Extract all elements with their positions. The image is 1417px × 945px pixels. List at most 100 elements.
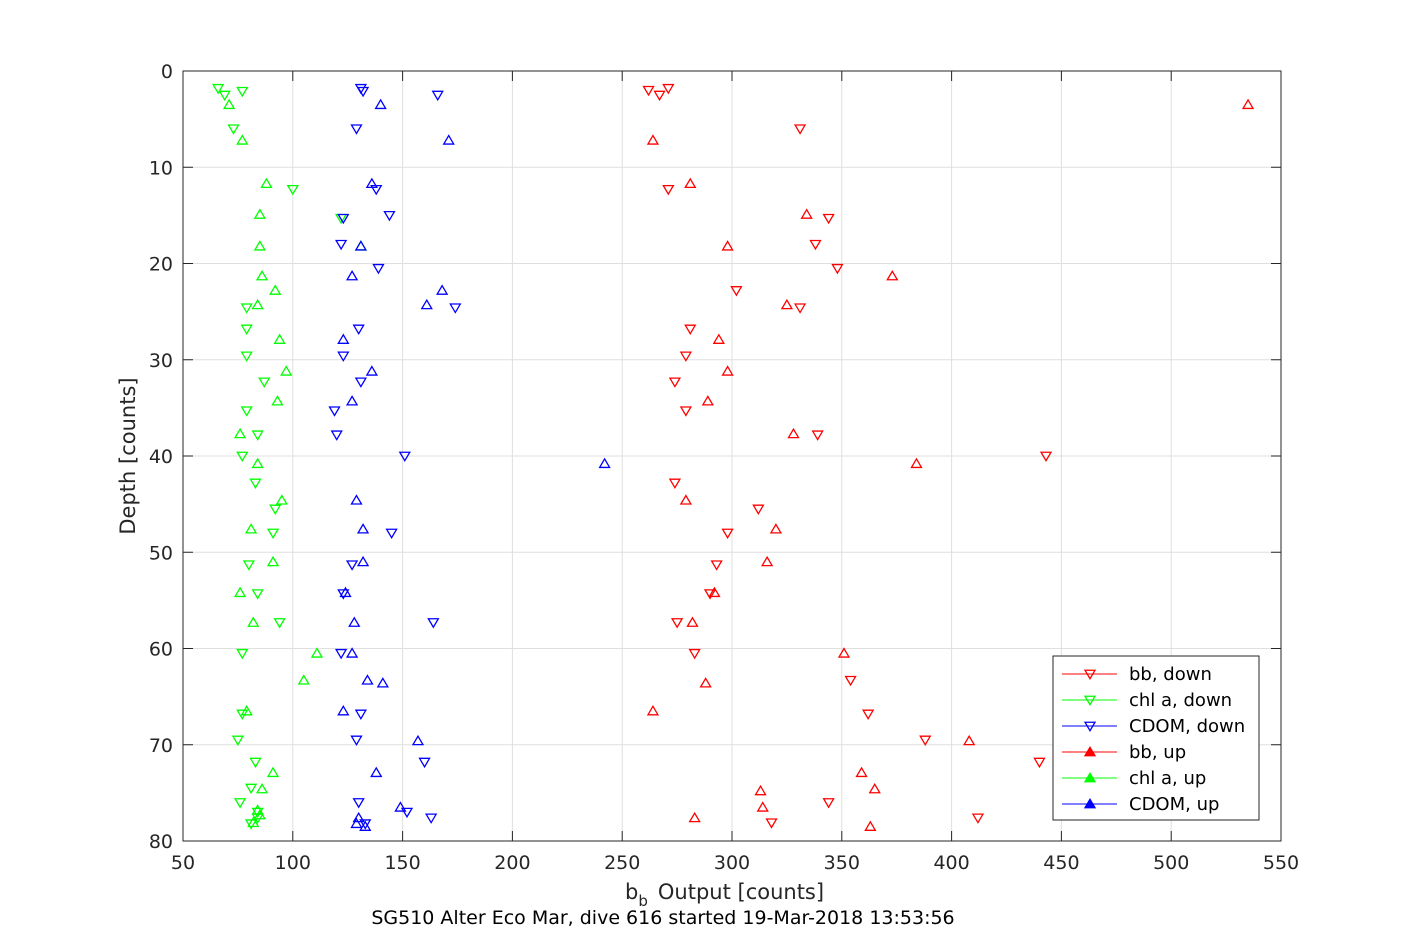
legend-entry-label: chl a, down bbox=[1129, 690, 1232, 711]
data-point bbox=[710, 560, 723, 571]
data-point bbox=[679, 406, 693, 417]
data-point bbox=[365, 365, 378, 376]
data-point bbox=[398, 451, 411, 463]
data-point bbox=[919, 735, 932, 746]
data-point bbox=[721, 528, 734, 540]
data-point bbox=[679, 494, 693, 505]
series-0 bbox=[642, 83, 1053, 829]
data-point bbox=[253, 208, 266, 219]
x-tick-label: 500 bbox=[1153, 852, 1189, 874]
data-point bbox=[258, 377, 271, 388]
data-point bbox=[348, 616, 361, 627]
data-point bbox=[844, 675, 857, 687]
data-point bbox=[374, 98, 387, 110]
data-point bbox=[273, 618, 286, 629]
y-tick-label: 30 bbox=[149, 350, 173, 372]
data-point bbox=[811, 430, 824, 441]
data-point bbox=[240, 303, 253, 314]
data-point bbox=[247, 616, 260, 627]
data-point bbox=[769, 523, 783, 534]
data-point bbox=[668, 377, 682, 388]
data-point bbox=[442, 134, 455, 145]
data-point bbox=[809, 239, 822, 251]
data-point bbox=[352, 798, 365, 809]
x-tick-label: 100 bbox=[275, 852, 311, 874]
series-4 bbox=[222, 98, 368, 828]
data-point bbox=[793, 303, 807, 314]
series-5 bbox=[337, 98, 611, 831]
x-axis-label-rest: Output [counts] bbox=[658, 880, 824, 904]
data-point bbox=[350, 735, 363, 746]
data-point bbox=[339, 586, 352, 598]
y-tick-label: 0 bbox=[161, 61, 173, 83]
data-point bbox=[269, 504, 282, 515]
data-point bbox=[233, 427, 247, 439]
data-point bbox=[251, 457, 264, 469]
data-point bbox=[236, 451, 249, 463]
legend-marker bbox=[1083, 721, 1097, 733]
data-point bbox=[411, 734, 425, 746]
data-point bbox=[394, 801, 407, 812]
data-point bbox=[686, 616, 699, 627]
data-point bbox=[269, 284, 282, 295]
data-point bbox=[211, 83, 225, 95]
data-point bbox=[684, 324, 697, 335]
data-point bbox=[253, 240, 266, 251]
data-point bbox=[240, 705, 253, 716]
x-tick-label: 150 bbox=[384, 852, 420, 874]
data-point bbox=[787, 427, 800, 439]
legend-box bbox=[1052, 655, 1260, 821]
data-point bbox=[330, 430, 343, 441]
data-point bbox=[910, 457, 923, 469]
data-point bbox=[337, 351, 350, 362]
x-tick-label: 550 bbox=[1263, 852, 1299, 874]
data-point bbox=[822, 798, 835, 809]
data-point bbox=[286, 184, 299, 196]
data-point bbox=[831, 263, 844, 275]
data-point bbox=[679, 351, 693, 362]
data-point bbox=[337, 589, 350, 600]
data-point bbox=[247, 816, 260, 828]
series-1 bbox=[211, 83, 348, 830]
data-point bbox=[251, 807, 264, 819]
x-tick-label: 300 bbox=[714, 852, 750, 874]
data-point bbox=[760, 555, 774, 567]
x-tick-label: 50 bbox=[171, 852, 195, 874]
y-tick-label: 80 bbox=[149, 831, 173, 853]
data-point bbox=[255, 269, 269, 281]
data-point bbox=[251, 298, 264, 310]
data-point bbox=[334, 648, 348, 660]
data-point bbox=[418, 757, 431, 769]
data-point bbox=[598, 457, 611, 469]
data-point bbox=[1039, 451, 1053, 463]
data-point bbox=[244, 819, 258, 830]
data-point bbox=[337, 705, 350, 716]
data-point bbox=[427, 618, 440, 629]
data-point bbox=[240, 406, 253, 417]
data-point bbox=[244, 523, 258, 534]
data-point bbox=[271, 395, 284, 406]
x-tick-label: 250 bbox=[604, 852, 640, 874]
legend-entry-label: bb, down bbox=[1129, 664, 1212, 685]
data-point bbox=[662, 83, 675, 95]
data-point bbox=[370, 766, 383, 778]
x-axis-label-sub: b bbox=[638, 892, 648, 910]
data-point bbox=[266, 555, 280, 567]
data-point bbox=[712, 333, 725, 344]
data-point bbox=[354, 240, 368, 251]
legend-marker bbox=[1083, 745, 1097, 757]
data-point bbox=[864, 820, 877, 831]
data-point bbox=[253, 808, 266, 820]
data-point bbox=[233, 798, 247, 809]
data-point bbox=[356, 555, 370, 567]
data-point bbox=[662, 184, 675, 196]
data-point bbox=[754, 784, 767, 796]
data-point bbox=[963, 734, 976, 746]
data-point bbox=[730, 286, 743, 297]
chart-title: SG510 Alter Eco Mar, dive 616 started 19… bbox=[371, 907, 954, 929]
data-point bbox=[756, 801, 769, 812]
data-point bbox=[345, 560, 359, 571]
y-tick-label: 20 bbox=[149, 254, 173, 276]
data-point bbox=[721, 365, 734, 376]
data-point bbox=[359, 819, 372, 830]
